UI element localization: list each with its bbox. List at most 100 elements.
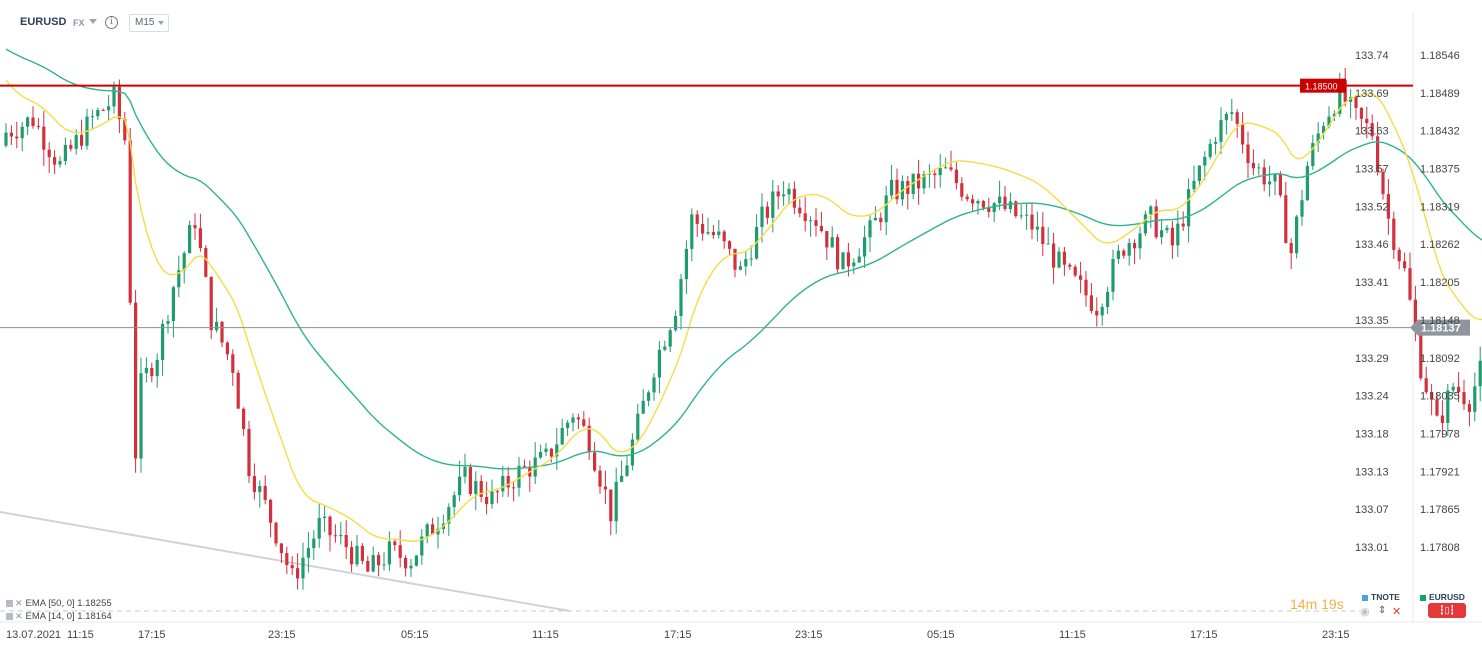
symbol-label[interactable]: EURUSD (20, 16, 67, 28)
timeframe-select[interactable]: M15 (129, 14, 170, 32)
candle-body (1046, 243, 1050, 245)
candle-body (1295, 216, 1299, 254)
candle-body (1116, 250, 1120, 259)
candle-body (1187, 189, 1191, 227)
candle-body (1149, 206, 1153, 215)
candle-body (1241, 123, 1245, 145)
candle-body (1068, 264, 1072, 267)
resistance-label: 1.18500 (1305, 82, 1338, 92)
legend-ema50[interactable]: ✕ EMA [50, 0] 1.18255 (6, 598, 112, 609)
candle-body (544, 448, 548, 452)
candle-body (1197, 165, 1201, 181)
candle-body (1322, 126, 1326, 134)
candle-body (285, 553, 289, 566)
legend-ema14[interactable]: ✕ EMA [14, 0] 1.18164 (6, 611, 112, 622)
ema14-remove-icon[interactable]: ✕ (15, 611, 23, 621)
candle-body (652, 377, 656, 393)
info-icon[interactable]: i (105, 16, 118, 29)
right-axis-tick: 1.18035 (1420, 391, 1460, 403)
x-axis-tick: 17:15 (1190, 629, 1218, 641)
candle-body (447, 507, 451, 524)
candle-body (1219, 120, 1223, 142)
left-axis-tick: 133.07 (1355, 504, 1389, 516)
candle-body (414, 555, 418, 566)
x-axis-tick: 17:15 (664, 629, 692, 641)
candle-body (1403, 261, 1407, 269)
candle-body (1424, 378, 1428, 393)
candle-body (1230, 112, 1234, 114)
right-axis-tick: 1.18262 (1420, 239, 1460, 251)
candle-body (787, 188, 791, 195)
candle-body (1451, 386, 1455, 391)
candles-layer (4, 67, 1482, 590)
candle-body (452, 495, 456, 508)
candle-body (1300, 200, 1304, 217)
candle-body (625, 465, 629, 476)
candle-body (150, 367, 154, 377)
chart-type-button[interactable]: ┇▯┇ (1428, 603, 1466, 618)
right-axis-tick: 1.17921 (1420, 466, 1460, 478)
candle-body (1430, 392, 1434, 400)
candle-body (263, 485, 267, 500)
candle-body (188, 225, 192, 254)
candle-body (117, 86, 121, 120)
candle-body (1095, 310, 1099, 316)
current-price-tag (1410, 319, 1470, 336)
candle-body (1246, 144, 1250, 164)
candle-body (749, 258, 753, 260)
candle-body (765, 206, 769, 218)
instrument-tnote[interactable]: TNOTE (1362, 592, 1400, 602)
instrument-eurusd[interactable]: EURUSD (1420, 592, 1465, 602)
candle-body (1381, 171, 1385, 195)
candle-body (1176, 223, 1180, 246)
candle-body (819, 225, 823, 232)
candle-body (728, 241, 732, 249)
trendline[interactable] (0, 511, 571, 612)
candle-body (1478, 360, 1482, 387)
candle-body (1457, 386, 1461, 393)
candle-body (555, 444, 559, 457)
tnote-color-swatch (1362, 594, 1368, 601)
candle-body (938, 167, 942, 176)
instrument-eurusd-label: EURUSD (1429, 592, 1465, 602)
candle-body (630, 439, 634, 466)
candle-body (161, 323, 165, 360)
candle-body (398, 545, 402, 558)
candle-body (1192, 180, 1196, 190)
right-axis-tick: 1.18205 (1420, 277, 1460, 289)
candle-body (593, 452, 597, 471)
candle-body (479, 481, 483, 497)
candle-body (1019, 215, 1023, 217)
ema50-settings-icon[interactable] (6, 599, 13, 607)
candle-body (846, 252, 850, 267)
chart-header: EURUSD FX i M15 (0, 0, 1300, 40)
candle-body (355, 545, 359, 565)
candle-body (1133, 243, 1137, 249)
ema50-line (5, 48, 1482, 470)
reorder-icon[interactable]: ⇕ (1378, 605, 1387, 616)
left-axis-tick: 133.69 (1355, 88, 1389, 100)
symbol-dropdown-icon[interactable] (89, 19, 97, 24)
candle-body (1332, 113, 1336, 117)
ema14-settings-icon[interactable] (6, 612, 13, 620)
candle-body (1143, 214, 1147, 234)
close-icon[interactable]: ✕ (1392, 606, 1402, 618)
candle-body (636, 413, 640, 440)
candle-body (976, 201, 980, 204)
eye-icon[interactable]: ◉ (1360, 606, 1370, 618)
candle-body (1154, 206, 1158, 238)
candle-body (63, 144, 67, 162)
left-axis-tick: 133.18 (1355, 428, 1389, 440)
candle-body (339, 534, 343, 537)
candle-body (701, 223, 705, 234)
candle-body (1327, 116, 1331, 127)
candle-body (1079, 275, 1083, 280)
candle-body (803, 213, 807, 222)
candle-body (776, 191, 780, 197)
candle-body (679, 279, 683, 316)
candle-body (587, 425, 591, 453)
ema50-remove-icon[interactable]: ✕ (15, 598, 23, 608)
candle-body (1349, 97, 1353, 102)
right-axis-tick: 1.18375 (1420, 164, 1460, 176)
